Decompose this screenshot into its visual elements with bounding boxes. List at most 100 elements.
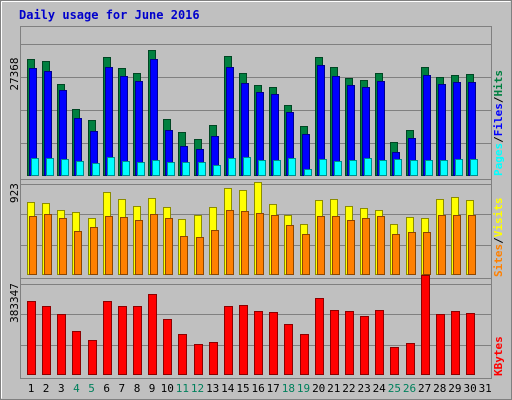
bar-sites-day-18 [286,225,294,275]
bar-kbytes-day-5 [88,340,97,375]
bar-sites-day-3 [59,218,67,275]
legend-sep-3: / [492,237,505,244]
bar-kbytes-day-12 [194,344,203,375]
bar-sites-day-9 [150,214,158,275]
bar-kbytes-day-24 [375,310,384,375]
top-legend: Pages/Files/Hits [492,70,505,176]
panel-bottom-frame [20,278,492,379]
x-label-day-2: 2 [43,382,50,395]
bar-sites-day-10 [165,218,173,275]
bar-pages-day-1 [31,158,39,176]
legend-files: Files [492,103,505,136]
bar-kbytes-day-28 [436,314,445,375]
x-label-day-29: 29 [448,382,461,395]
bar-kbytes-day-4 [72,331,81,375]
bar-files-day-21 [332,76,340,176]
bar-kbytes-day-22 [345,311,354,375]
bar-kbytes-day-19 [300,334,309,375]
bar-pages-day-27 [425,160,433,176]
x-label-day-8: 8 [134,382,141,395]
bar-kbytes-day-14 [224,306,233,375]
x-label-day-31: 31 [479,382,492,395]
bar-sites-day-6 [105,216,113,275]
bar-kbytes-day-30 [466,313,475,375]
chart-title: Daily usage for June 2016 [19,8,200,22]
bar-kbytes-day-3 [57,314,66,375]
bar-sites-day-13 [211,230,219,275]
x-label-day-10: 10 [161,382,174,395]
x-label-day-12: 12 [191,382,204,395]
bar-sites-day-30 [468,215,476,275]
x-label-day-4: 4 [73,382,80,395]
top-panel-bars [27,50,478,176]
bar-kbytes-day-23 [360,316,369,375]
bar-pages-day-5 [92,163,100,176]
bar-pages-day-18 [288,158,296,176]
x-label-day-22: 22 [342,382,355,395]
x-label-day-28: 28 [433,382,446,395]
x-label-day-19: 19 [297,382,310,395]
bar-kbytes-day-17 [269,312,278,375]
x-label-day-27: 27 [418,382,431,395]
bar-pages-day-15 [243,157,251,176]
x-label-day-30: 30 [463,382,476,395]
bottom-ymax-label: 383347 [8,283,21,323]
x-axis-labels: 1 2 3 4 5 6 7 8 9 10 11 12 13 14 15 16 17 18 19 20 21 22 23 24 2… [28,382,492,395]
x-label-day-20: 20 [312,382,325,395]
bar-pages-day-16 [258,160,266,176]
x-label-day-7: 7 [118,382,125,395]
bottom-panel-bars [27,275,475,375]
bar-sites-day-16 [256,213,264,275]
bar-pages-day-4 [76,161,84,176]
bar-kbytes-day-8 [133,306,142,375]
bar-sites-day-8 [135,220,143,275]
bar-pages-day-3 [61,159,69,176]
bar-pages-day-21 [334,161,342,176]
legend-pages: Pages [492,143,505,176]
bar-sites-day-26 [408,232,416,275]
bar-sites-day-24 [377,216,385,275]
bar-kbytes-day-9 [148,294,157,375]
legend-sep-2: / [492,96,505,103]
x-label-day-3: 3 [58,382,65,395]
bar-kbytes-day-11 [178,334,187,375]
bar-sites-day-27 [423,232,431,275]
bar-files-day-9 [150,59,158,176]
bar-pages-day-2 [46,158,54,176]
bar-kbytes-day-21 [330,310,339,375]
legend-visits: Visits [492,198,505,238]
x-label-day-9: 9 [149,382,156,395]
x-label-day-14: 14 [221,382,235,395]
bar-pages-day-23 [364,158,372,176]
bar-pages-day-13 [213,165,221,176]
bar-kbytes-day-25 [390,347,399,375]
middle-ymax-label: 923 [8,183,21,203]
x-label-day-26: 26 [403,382,416,395]
bar-kbytes-day-29 [451,311,460,375]
bottom-legend: KBytes [492,336,505,376]
legend-hits: Hits [492,70,505,97]
bar-pages-day-6 [107,157,115,176]
x-label-day-17: 17 [267,382,280,395]
bar-pages-day-8 [137,162,145,176]
x-label-day-15: 15 [236,382,249,395]
legend-sep-1: / [492,136,505,143]
x-label-day-5: 5 [88,382,95,395]
bar-kbytes-day-2 [42,306,51,375]
bar-pages-day-19 [304,169,312,176]
bar-pages-day-26 [410,160,418,176]
bar-pages-day-20 [319,159,327,176]
bar-sites-day-28 [438,215,446,275]
bar-kbytes-day-16 [254,311,263,375]
bar-sites-day-2 [44,214,52,275]
x-label-day-11: 11 [176,382,189,395]
bar-sites-day-7 [120,217,128,275]
bar-sites-day-17 [271,215,279,275]
bar-kbytes-day-18 [284,324,293,375]
bar-sites-day-14 [226,210,234,275]
bar-kbytes-day-10 [163,319,172,375]
bar-pages-day-24 [379,160,387,176]
x-label-day-16: 16 [251,382,264,395]
bar-sites-day-22 [347,220,355,275]
